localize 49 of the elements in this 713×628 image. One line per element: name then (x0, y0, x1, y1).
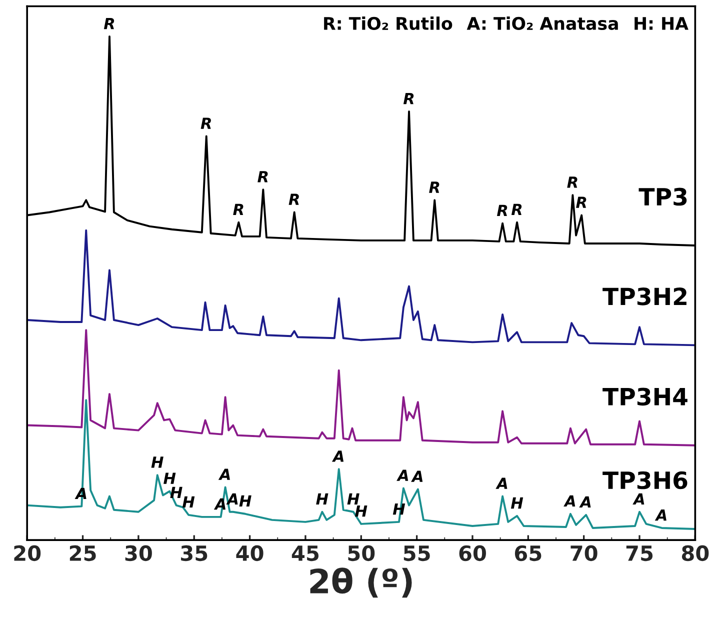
text: H: HA (634, 17, 688, 30)
x-tick-label: 50 (348, 545, 375, 562)
x-tick-label: 40 (236, 545, 264, 562)
x-tick-label: 65 (514, 545, 542, 562)
annotation: R (403, 93, 414, 104)
annotation: A (496, 478, 508, 489)
x-tick-label: 25 (70, 545, 96, 562)
annotation: R (429, 182, 440, 193)
annotation: R (576, 196, 586, 208)
x-tick-label: 75 (626, 546, 653, 562)
x-tick-label: 30 (125, 545, 152, 562)
series-label: TP3 (638, 188, 687, 206)
series-label: TP3H4 (602, 388, 688, 406)
annotation: A (396, 470, 408, 481)
annotation: H (510, 497, 524, 509)
annotation: A (632, 493, 644, 505)
annotation: H (316, 493, 328, 505)
annotation: H (239, 495, 252, 507)
annotation: A (332, 450, 344, 462)
x-axis-title: 2θ (º) (310, 568, 412, 598)
annotation: R (104, 18, 114, 30)
x-tick-label: 60 (459, 545, 486, 562)
annotation: R (496, 204, 508, 216)
annotation: H (151, 456, 164, 468)
annotation: A (411, 470, 423, 482)
annotation: H (355, 505, 368, 517)
annotation: A (218, 468, 230, 480)
annotation: R (567, 176, 578, 188)
annotation: H (182, 496, 195, 508)
annotation: R (258, 171, 268, 182)
x-tick-label: 70 (570, 545, 598, 562)
x-tick-label: 20 (14, 545, 41, 562)
x-tick-label: 35 (181, 545, 208, 562)
annotation: R (511, 204, 522, 215)
annotation: R (288, 194, 299, 205)
annotation: A (654, 510, 666, 521)
annotation: R (233, 204, 244, 215)
annotation: A (579, 496, 591, 508)
annotation: H (164, 472, 176, 484)
text: A: TiO₂ Anatasa (466, 16, 618, 30)
x-tick-label: 80 (682, 545, 709, 562)
text: R: TiO₂ Rutilo (324, 16, 452, 30)
x-tick-label: 45 (292, 546, 318, 562)
annotation: H (347, 493, 360, 505)
annotation: A (564, 495, 576, 507)
series-label: TP3H6 (602, 471, 688, 490)
x-tick-label: 55 (404, 546, 430, 562)
annotation: R (200, 118, 211, 129)
series-label: TP3H2 (602, 288, 686, 306)
